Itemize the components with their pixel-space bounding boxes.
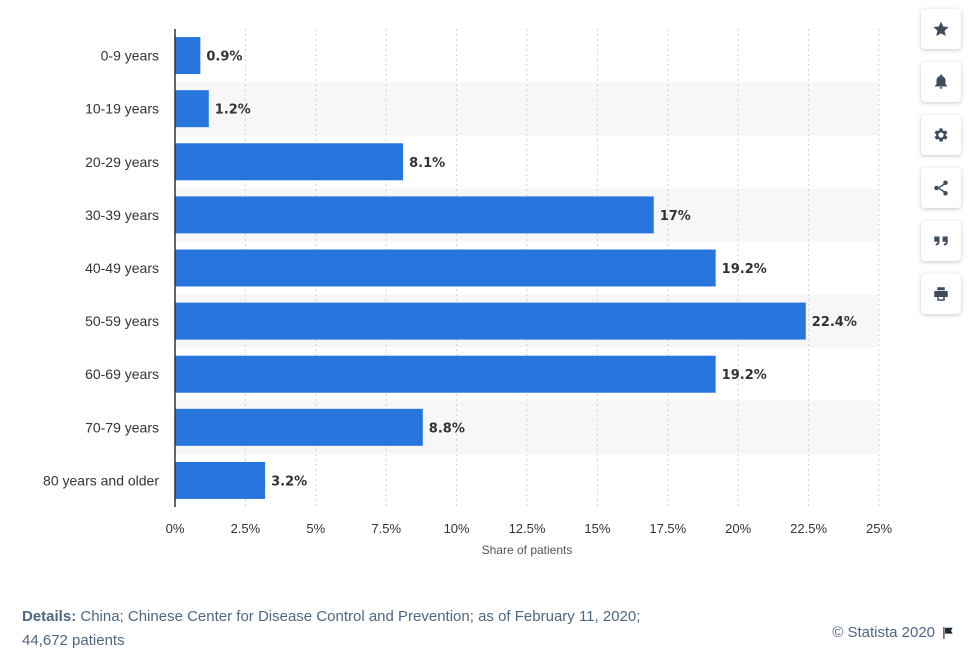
- x-tick-label: 5%: [306, 521, 325, 536]
- copyright-notice[interactable]: © Statista 2020: [832, 624, 955, 641]
- bell-icon: [935, 74, 947, 89]
- details-label: Details:: [22, 608, 77, 625]
- print-button[interactable]: [921, 274, 961, 314]
- data-label: 19.2%: [722, 368, 767, 383]
- category-label: 10-19 years: [85, 101, 159, 117]
- x-tick-label: 20%: [725, 521, 751, 536]
- details-note: Details: China; Chinese Center for Disea…: [22, 605, 702, 653]
- category-label: 80 years and older: [43, 472, 159, 488]
- x-tick-label: 25%: [866, 521, 892, 536]
- flag-icon: [943, 626, 953, 639]
- star-icon: [933, 21, 949, 37]
- cite-button[interactable]: [921, 221, 961, 261]
- category-label: 20-29 years: [85, 154, 159, 170]
- category-label: 70-79 years: [85, 419, 159, 435]
- notification-button[interactable]: [921, 62, 961, 102]
- print-icon: [934, 287, 948, 301]
- data-label: 8.8%: [429, 421, 465, 436]
- x-tick-label: 10%: [444, 521, 470, 536]
- share-icon: [934, 180, 948, 196]
- copyright-text: © Statista 2020: [832, 624, 935, 641]
- bar: [175, 461, 266, 499]
- bar: [175, 37, 201, 75]
- bar-chart: 0-9 years 0.9% 10-19 years 1.2% 20-29 years 8…: [43, 29, 892, 557]
- bar: [175, 355, 716, 393]
- data-label: 19.2%: [722, 262, 767, 277]
- details-text-line1: China; Chinese Center for Disease Contro…: [80, 608, 641, 625]
- x-tick-label: 22.5%: [790, 521, 827, 536]
- favorite-button[interactable]: [921, 9, 961, 49]
- category-label: 50-59 years: [85, 313, 159, 329]
- bar: [175, 302, 806, 340]
- data-label: 1.2%: [215, 103, 251, 118]
- category-label: 60-69 years: [85, 366, 159, 382]
- details-text-line2: 44,672 patients: [22, 632, 125, 649]
- data-label: 22.4%: [812, 315, 857, 330]
- chart-toolbar: [921, 9, 963, 327]
- bar: [175, 249, 716, 287]
- bar: [175, 90, 209, 128]
- x-axis-title: Share of patients: [482, 543, 573, 557]
- data-label: 8.1%: [409, 156, 445, 171]
- bar: [175, 143, 404, 181]
- data-label: 17%: [660, 209, 691, 224]
- x-tick-label: 7.5%: [371, 521, 401, 536]
- settings-button[interactable]: [921, 115, 961, 155]
- gear-icon: [934, 128, 948, 142]
- category-label: 0-9 years: [101, 48, 159, 64]
- category-label: 40-49 years: [85, 260, 159, 276]
- x-tick-label: 12.5%: [509, 521, 546, 536]
- x-tick-label: 0%: [166, 521, 185, 536]
- bar: [175, 408, 423, 446]
- bar: [175, 196, 654, 234]
- share-button[interactable]: [921, 168, 961, 208]
- x-tick-label: 2.5%: [231, 521, 261, 536]
- quote-icon: [934, 236, 948, 246]
- x-tick-label: 15%: [584, 521, 610, 536]
- x-tick-label: 17.5%: [649, 521, 686, 536]
- data-label: 0.9%: [206, 50, 242, 65]
- data-label: 3.2%: [271, 474, 307, 489]
- category-label: 30-39 years: [85, 207, 159, 223]
